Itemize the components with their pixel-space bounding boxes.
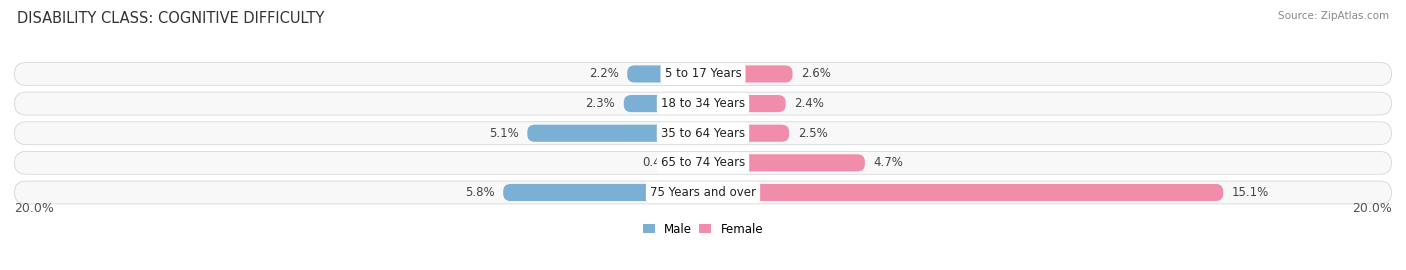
FancyBboxPatch shape (15, 63, 1391, 85)
FancyBboxPatch shape (503, 184, 703, 201)
Text: 2.6%: 2.6% (801, 68, 831, 80)
FancyBboxPatch shape (703, 95, 786, 112)
Text: 5 to 17 Years: 5 to 17 Years (665, 68, 741, 80)
FancyBboxPatch shape (703, 125, 789, 142)
FancyBboxPatch shape (15, 181, 1391, 204)
FancyBboxPatch shape (14, 62, 1392, 86)
Text: 2.3%: 2.3% (585, 97, 616, 110)
FancyBboxPatch shape (703, 65, 793, 83)
Text: 15.1%: 15.1% (1232, 186, 1270, 199)
Text: DISABILITY CLASS: COGNITIVE DIFFICULTY: DISABILITY CLASS: COGNITIVE DIFFICULTY (17, 11, 325, 26)
Text: 20.0%: 20.0% (1353, 202, 1392, 215)
Text: 2.4%: 2.4% (794, 97, 824, 110)
Text: 2.2%: 2.2% (589, 68, 619, 80)
Text: 2.5%: 2.5% (797, 127, 828, 140)
FancyBboxPatch shape (527, 125, 703, 142)
Text: 65 to 74 Years: 65 to 74 Years (661, 156, 745, 169)
Legend: Male, Female: Male, Female (638, 218, 768, 240)
Text: 75 Years and over: 75 Years and over (650, 186, 756, 199)
FancyBboxPatch shape (14, 122, 1392, 145)
Text: 20.0%: 20.0% (14, 202, 53, 215)
Text: 18 to 34 Years: 18 to 34 Years (661, 97, 745, 110)
Text: 5.8%: 5.8% (465, 186, 495, 199)
FancyBboxPatch shape (703, 154, 865, 171)
FancyBboxPatch shape (14, 181, 1392, 204)
Text: 35 to 64 Years: 35 to 64 Years (661, 127, 745, 140)
FancyBboxPatch shape (15, 122, 1391, 144)
Text: 0.43%: 0.43% (643, 156, 679, 169)
FancyBboxPatch shape (14, 151, 1392, 175)
FancyBboxPatch shape (15, 152, 1391, 174)
FancyBboxPatch shape (627, 65, 703, 83)
Text: Source: ZipAtlas.com: Source: ZipAtlas.com (1278, 11, 1389, 21)
Text: 5.1%: 5.1% (489, 127, 519, 140)
FancyBboxPatch shape (688, 154, 703, 171)
FancyBboxPatch shape (15, 93, 1391, 115)
FancyBboxPatch shape (703, 184, 1223, 201)
FancyBboxPatch shape (624, 95, 703, 112)
FancyBboxPatch shape (14, 92, 1392, 116)
Text: 4.7%: 4.7% (873, 156, 904, 169)
